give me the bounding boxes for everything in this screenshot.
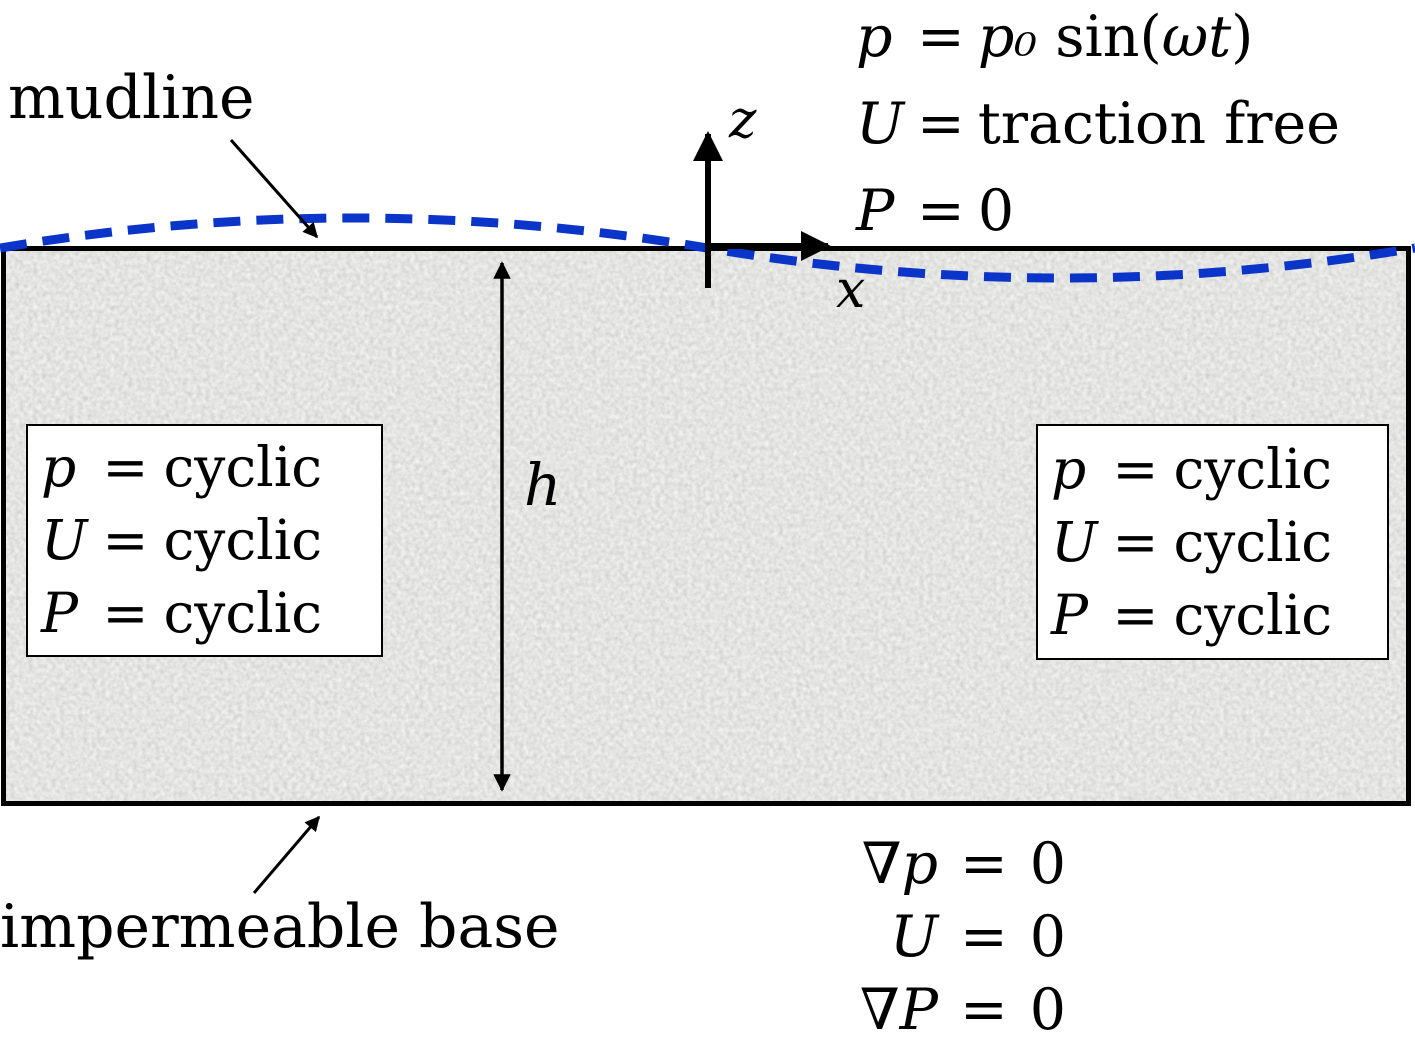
bc-rhs: 0 (977, 178, 1015, 244)
bc-rhs: cyclic (1173, 509, 1333, 574)
bc-rhs: 0 (1029, 831, 1067, 897)
z-axis-label: z (729, 90, 757, 150)
bc-lhs: p (856, 4, 893, 70)
bc-lhs: U (889, 904, 938, 970)
bc-lhs: ∇P (859, 977, 938, 1043)
bc-lhs: P (1051, 582, 1089, 647)
bc-rhs: p₀ sin(ωt) (977, 4, 1254, 70)
impermeable-base-arrow (252, 815, 321, 894)
bc-equals: = (1112, 509, 1159, 574)
bc-rhs: traction free (977, 91, 1340, 157)
bc-lhs: p (1051, 436, 1087, 501)
bc-equals: = (917, 178, 965, 244)
surface-bc-equations: p = p₀ sin(ωt) U = traction free P = 0 (856, 0, 1340, 255)
bc-lhs: U (1051, 509, 1098, 574)
bc-rhs: 0 (1029, 977, 1067, 1043)
bc-lhs: U (856, 91, 905, 157)
bc-equals: = (1112, 582, 1159, 647)
bc-lhs: ∇p (861, 831, 938, 897)
bc-rhs: cyclic (163, 508, 323, 572)
bc-rhs: cyclic (163, 435, 323, 499)
bc-rhs: 0 (1029, 904, 1067, 970)
bc-equals: = (960, 977, 1008, 1043)
bc-equals: = (917, 91, 965, 157)
bc-rhs: cyclic (1173, 582, 1333, 647)
bc-rhs: cyclic (163, 581, 323, 645)
bc-lhs: p (41, 435, 77, 499)
x-axis-label: x (836, 260, 866, 320)
mudline-label: mudline (8, 63, 255, 133)
right-boundary-box: p = cyclic U = cyclic P = cyclic (1036, 424, 1389, 660)
bc-equals: = (960, 831, 1008, 897)
depth-label: h (524, 451, 562, 519)
left-boundary-box: p = cyclic U = cyclic P = cyclic (26, 424, 383, 657)
bc-equals: = (960, 904, 1008, 970)
impermeable-base-label: impermeable base (0, 892, 560, 962)
bc-equals: = (1112, 436, 1159, 501)
base-bc-equations: ∇p = 0 U = 0 ∇P = 0 (700, 828, 1066, 1045)
bc-lhs: P (856, 178, 895, 244)
bc-equals: = (917, 4, 965, 70)
bc-lhs: P (41, 581, 79, 645)
mudline-arrow (229, 139, 319, 239)
bc-lhs: U (41, 508, 88, 572)
bc-equals: = (102, 435, 149, 499)
bc-equals: = (102, 508, 149, 572)
bc-equals: = (102, 581, 149, 645)
bc-rhs: cyclic (1173, 436, 1333, 501)
